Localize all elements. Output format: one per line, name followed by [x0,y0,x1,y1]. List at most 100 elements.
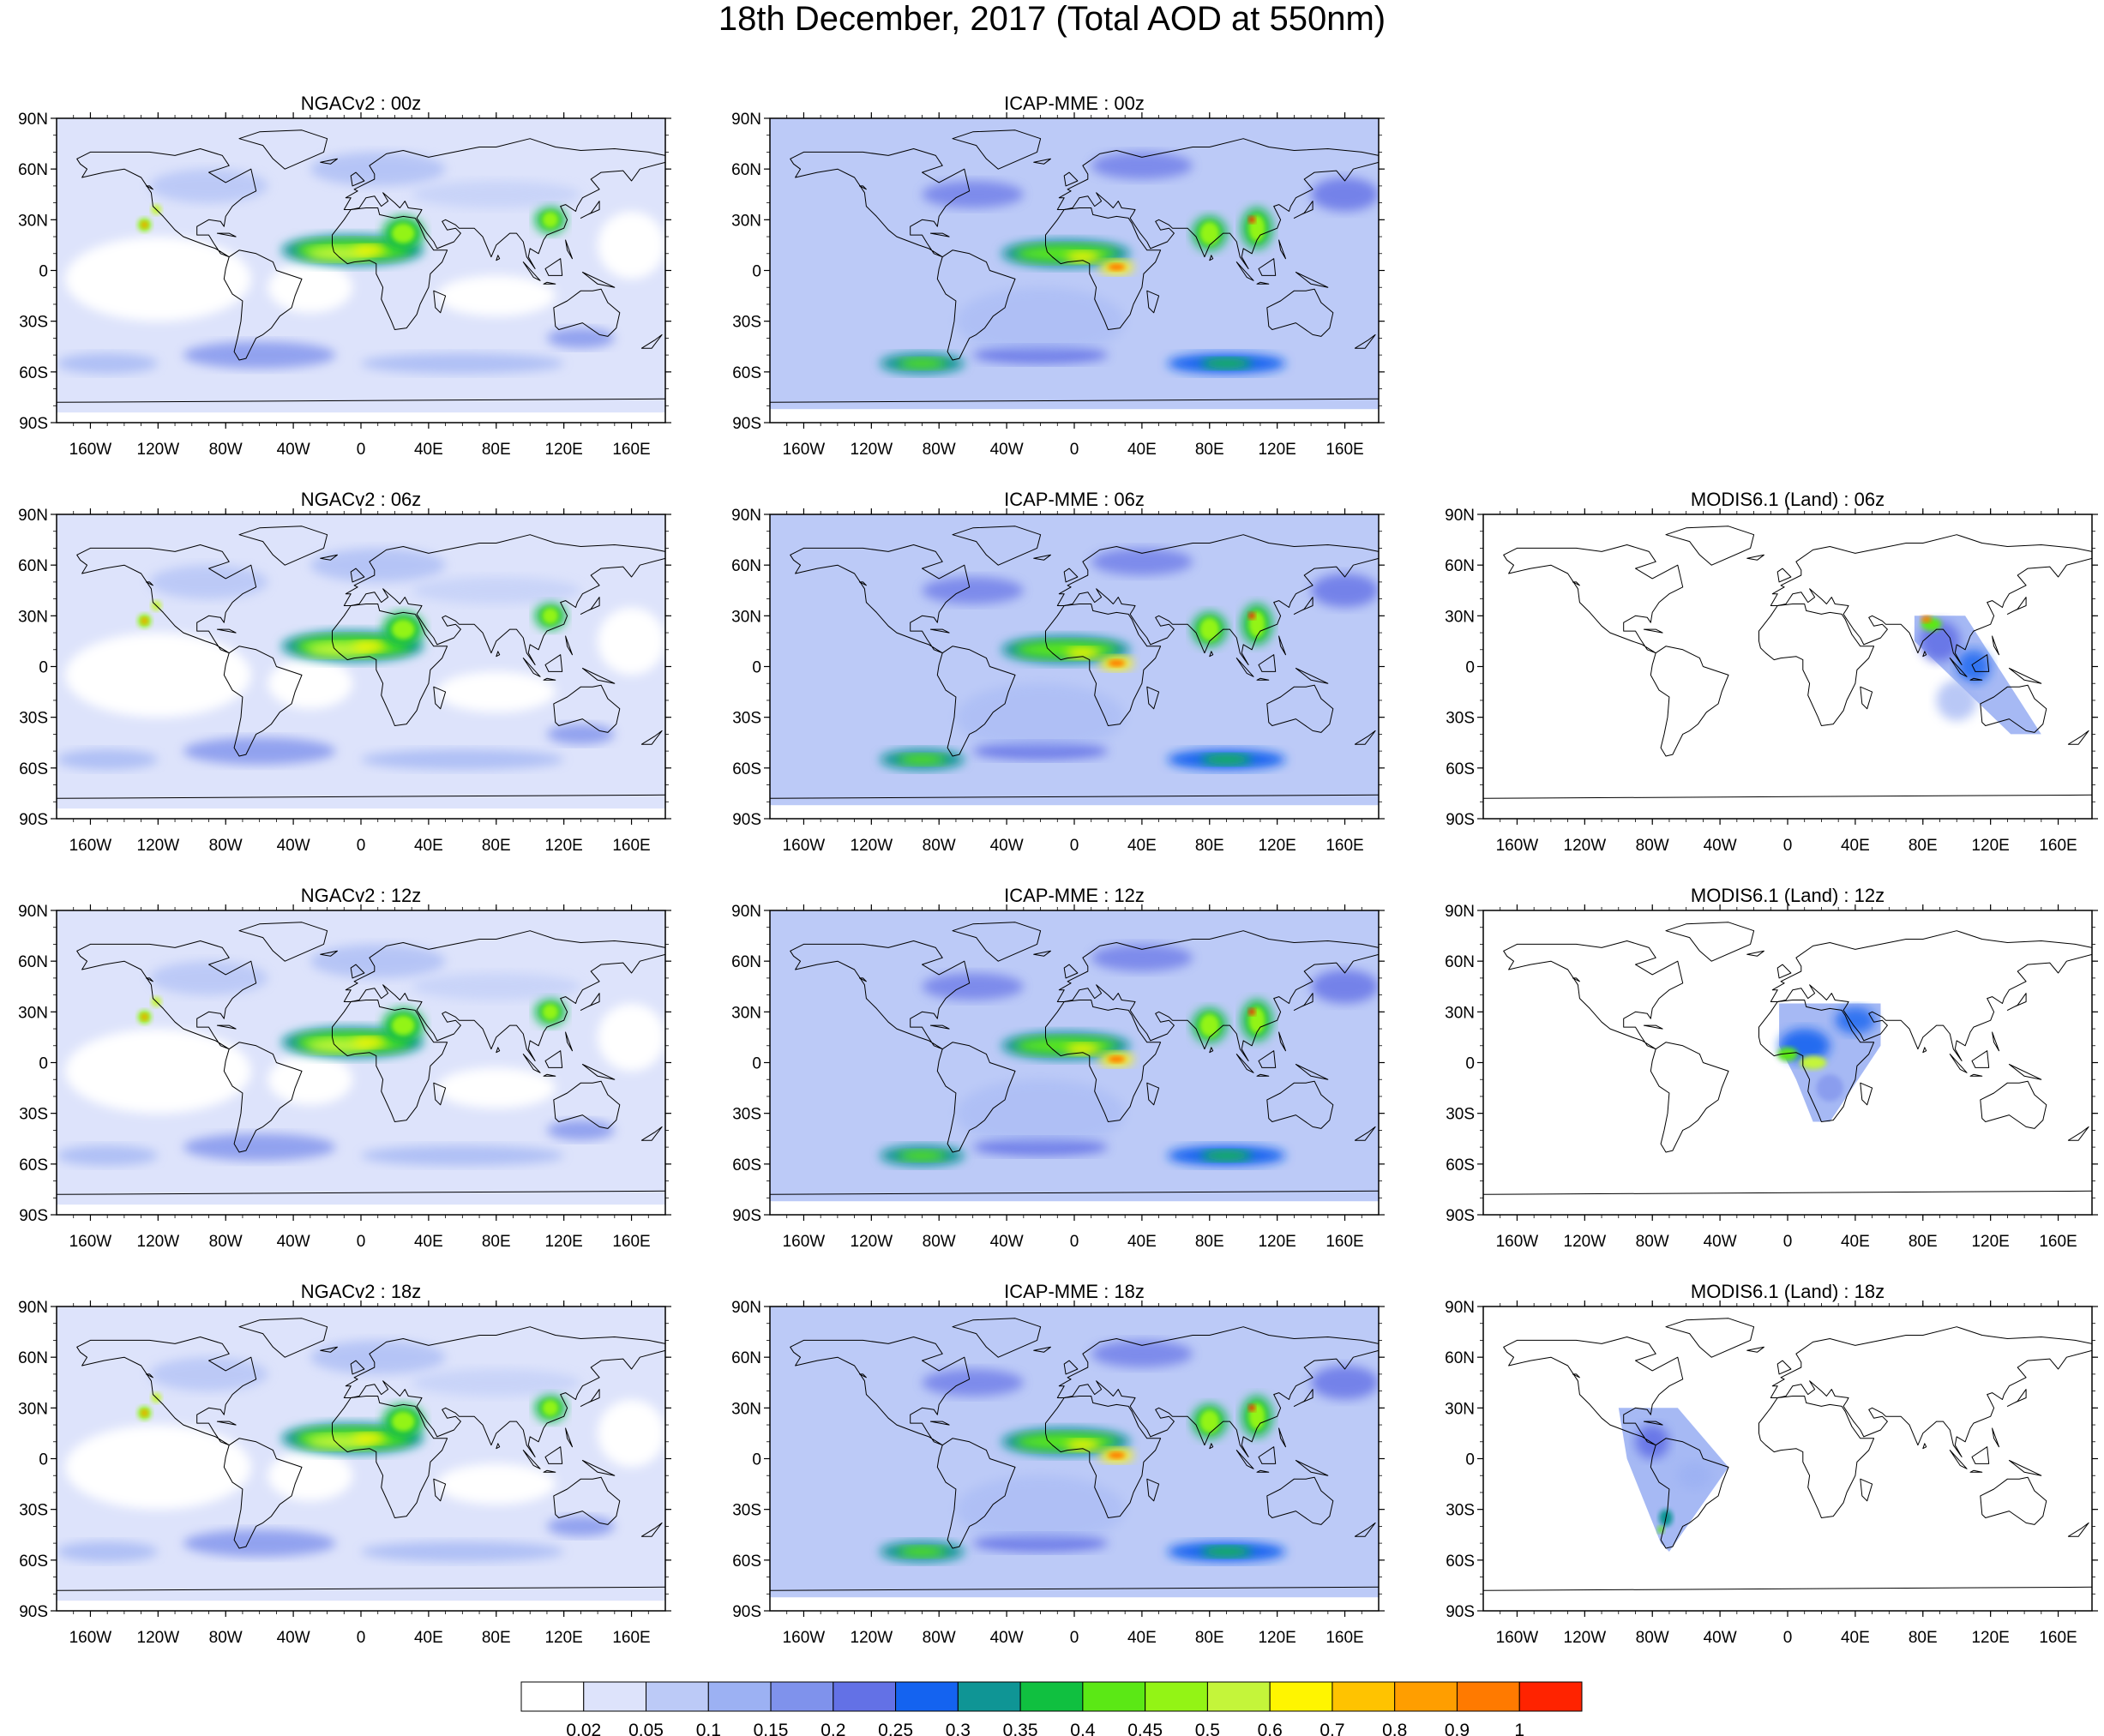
aod-plume [1014,1433,1117,1451]
coastline [553,288,621,337]
aod-plume [1199,221,1220,245]
lon-tick-label: 160W [69,1233,112,1251]
coastline [1776,964,1792,979]
coastline [1758,1000,1875,1122]
lon-tick-label: 160W [69,1629,112,1647]
coastline [565,635,573,656]
lat-tick-label: 60N [731,161,761,179]
lon-tick-label: 120E [1258,1233,1295,1251]
coastline [216,1421,237,1426]
aod-plume [352,244,387,255]
aod-plume [1635,1425,1669,1459]
coastline [1235,261,1254,281]
coastline [1258,258,1277,276]
aod-plume [183,737,336,765]
colorbar-tick-label: 0.05 [628,1721,664,1736]
aod-plume [546,724,615,745]
coastlines [770,526,1379,799]
coastline [350,1360,365,1375]
aod-plume [391,223,416,243]
coastline [565,1427,573,1448]
colorbar-swatch [957,1681,1021,1712]
lon-tick-label: 120E [1258,837,1295,855]
lat-tick-label: 60N [18,953,48,971]
colorbar-swatch [1082,1681,1146,1712]
aod-field [57,1340,665,1611]
coastline [553,1080,621,1129]
lon-tick-label: 80E [482,1629,511,1647]
aod-plume [183,1133,336,1161]
colorbar-tick-label: 0.6 [1258,1721,1283,1736]
coastline [216,1024,237,1030]
colorbar-tick-label: 1 [1514,1721,1524,1736]
aod-plume [412,972,581,1000]
lat-tick-label: 60S [19,1553,48,1571]
aod-plume [546,1120,615,1141]
lon-tick-label: 40W [277,441,310,459]
aod-plume [1921,616,1932,623]
aod-plume [1066,647,1100,658]
lon-tick-label: 80W [923,441,956,459]
coastline [1033,1346,1051,1353]
lat-tick-label: 30N [731,1400,761,1418]
clean-air-region [436,1067,556,1108]
coastlines [770,129,1379,403]
coastline [1056,138,1379,269]
coastline [433,1478,447,1502]
coastline [223,249,303,361]
lat-tick-label: 90S [1446,1603,1475,1621]
coastline [790,544,971,654]
coastline [580,201,600,219]
lon-tick-label: 120W [851,1233,893,1251]
coastline [522,1450,541,1469]
colorbar-tick-label: 0.1 [696,1721,721,1736]
colorbar-swatch [833,1681,897,1712]
coastline [76,148,257,258]
coastline [1295,272,1329,288]
lon-tick-label: 80W [923,1233,956,1251]
lat-tick-label: 0 [752,659,761,677]
coastline [216,232,237,237]
coastline [1354,333,1376,349]
coastline [223,1042,303,1153]
coastline [146,581,153,586]
aod-plume [898,1547,947,1557]
antarctica-coastline [770,398,1379,403]
coastline [1770,1326,2092,1457]
panel-title: MODIS6.1 (Land) : 12z [1691,885,1885,906]
aod-plume [1108,659,1126,667]
coastlines [57,922,665,1195]
lon-tick-label: 0 [1070,837,1079,855]
coastline [1146,290,1160,314]
lon-tick-label: 40E [414,441,443,459]
coastline [2067,730,2089,745]
lat-tick-label: 60S [732,1553,761,1571]
coastline [553,1476,621,1525]
colorbar-swatch [707,1681,772,1712]
coastline [1256,1073,1270,1077]
coastline [76,544,257,654]
aod-plume [1091,152,1193,180]
coastline [1354,1126,1376,1141]
coastline [581,1460,616,1476]
lat-tick-label: 0 [752,263,761,281]
antarctic-band [770,1597,1379,1611]
lat-tick-label: 90N [18,507,48,525]
coastline [1971,1050,1990,1068]
map-background [770,118,1379,423]
aod-plume [922,180,1024,208]
coastline [790,940,971,1050]
antarctic-band [770,409,1379,423]
coastline [522,658,541,677]
coastline [238,129,328,170]
lon-tick-label: 160E [612,837,650,855]
map-panel-modis-12: MODIS6.1 (Land) : 12z 90N 60N 30N 0 30S 60S 90S… [1445,885,2098,1251]
lat-tick-label: 60S [19,1156,48,1174]
figure-title: 18th December, 2017 (Total AOD at 550nm) [718,0,1386,38]
lon-tick-label: 40W [277,837,310,855]
coastline [433,686,447,710]
panel-title: NGACv2 : 06z [301,489,422,510]
aod-plume [1200,1150,1253,1161]
lat-tick-label: 0 [1465,1055,1475,1073]
aod-plume [310,1340,446,1374]
